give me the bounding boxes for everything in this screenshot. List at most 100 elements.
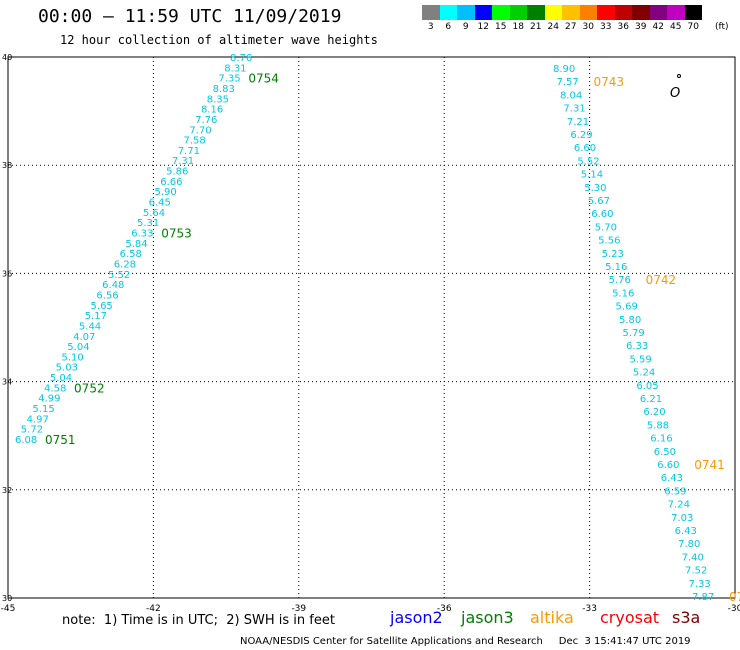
- wave-height-value: 5.52: [108, 270, 130, 281]
- wave-height-value: 4.58: [44, 383, 66, 394]
- island-outline: O: [670, 86, 680, 101]
- wave-height-value: 8.76: [230, 53, 252, 64]
- scale-swatch: [474, 5, 492, 20]
- scale-swatch: [667, 5, 685, 20]
- latitude-tick-label: 40: [2, 53, 12, 62]
- wave-height-value: 5.67: [588, 196, 610, 207]
- wave-height-value: 5.69: [616, 302, 638, 313]
- wave-height-value: 7.31: [172, 156, 194, 167]
- wave-height-value: 5.79: [623, 328, 645, 339]
- longitude-tick-label: -45: [1, 604, 16, 614]
- wave-height-value: 7.52: [685, 566, 707, 577]
- latitude-tick-label: 32: [2, 486, 12, 495]
- scale-label: 18: [512, 22, 524, 32]
- wave-height-value: 5.15: [32, 404, 54, 415]
- wave-height-value: 6.45: [149, 198, 171, 209]
- wave-height-value: 4.97: [27, 414, 49, 425]
- wave-height-value: 7.57: [556, 77, 578, 88]
- credit-line: NOAA/NESDIS Center for Satellite Applica…: [240, 636, 691, 647]
- wave-height-value: 5.90: [154, 187, 176, 198]
- scale-label: 27: [565, 22, 577, 32]
- wave-height-value: 5.30: [584, 183, 606, 194]
- latitude-tick-label: 34: [2, 378, 12, 387]
- wave-height-value: 8.16: [201, 105, 223, 116]
- latitude-tick-label: 38: [2, 161, 12, 170]
- wave-height-value: 5.76: [609, 275, 631, 286]
- wave-height-value: 6.05: [636, 381, 658, 392]
- latitude-tick-label: 30: [2, 594, 12, 603]
- wave-height-value: 6.28: [114, 259, 136, 270]
- wave-height-value: 5.56: [598, 236, 620, 247]
- scale-label: 39: [635, 22, 647, 32]
- scale-swatch: [597, 5, 615, 20]
- wave-height-value: 4.99: [38, 394, 60, 405]
- wave-height-value: 8.31: [224, 63, 246, 74]
- wave-height-value: 8.90: [553, 64, 575, 75]
- wave-height-value: 6.60: [574, 143, 596, 154]
- wave-height-value: 4.07: [73, 332, 95, 343]
- pass-time-label: 0753: [161, 227, 192, 241]
- wave-height-value: 6.33: [131, 229, 153, 240]
- satellite-legend-altika: altika: [530, 608, 574, 627]
- pass-time-label: 0751: [45, 433, 76, 447]
- wave-height-value: 5.84: [125, 239, 147, 250]
- scale-swatch: [509, 5, 527, 20]
- scale-label: 6: [445, 22, 452, 32]
- scale-swatch: [422, 5, 440, 20]
- wave-height-value: 7.24: [668, 500, 690, 511]
- scale-label: 21: [530, 22, 542, 32]
- wave-height-value: 6.48: [102, 280, 124, 291]
- footer-note: note: 1) Time is in UTC; 2) SWH is in fe…: [62, 613, 335, 628]
- color-scale: [422, 5, 702, 20]
- pass-time-label: 0752: [74, 381, 105, 395]
- map-frame: [7, 56, 736, 599]
- wave-height-value: 7.71: [178, 146, 200, 157]
- wave-height-value: 5.88: [647, 420, 669, 431]
- longitude-tick-label: -42: [146, 604, 161, 614]
- wave-height-value: 6.60: [591, 209, 613, 220]
- scale-swatch: [684, 5, 702, 20]
- pass-time-label: 0741: [694, 458, 725, 472]
- wave-height-value: 5.64: [143, 208, 165, 219]
- wave-height-value: 5.52: [577, 156, 599, 167]
- scale-swatch: [457, 5, 475, 20]
- wave-height-value: 6.43: [675, 526, 697, 537]
- wave-height-value: 7.58: [184, 136, 206, 147]
- wave-height-value: 5.65: [91, 301, 113, 312]
- wave-height-value: 7.31: [563, 104, 585, 115]
- wave-height-value: 5.70: [595, 222, 617, 233]
- scale-label: 30: [582, 22, 594, 32]
- map-subtitle: 12 hour collection of altimeter wave hei…: [60, 33, 378, 47]
- scale-swatch: [649, 5, 667, 20]
- wave-height-value: 8.04: [560, 90, 582, 101]
- scale-label: 33: [600, 22, 612, 32]
- wave-height-value: 5.59: [629, 354, 651, 365]
- wave-height-value: 5.17: [85, 311, 107, 322]
- wave-height-value: 7.33: [689, 579, 711, 590]
- wave-height-value: 6.59: [664, 486, 686, 497]
- pass-time-label: 0754: [248, 72, 279, 86]
- wave-height-value: 7.87: [692, 592, 714, 603]
- latitude-tick-label: 36: [2, 269, 12, 278]
- scale-label: 42: [652, 22, 664, 32]
- scale-swatch: [579, 5, 597, 20]
- wave-height-value: 5.14: [581, 170, 603, 181]
- wave-height-value: 7.21: [567, 117, 589, 128]
- wave-height-value: 6.60: [657, 460, 679, 471]
- map-title: 00:00 – 11:59 UTC 11/09/2019: [38, 6, 342, 27]
- wave-height-value: 8.35: [207, 94, 229, 105]
- color-scale-unit: (ft): [715, 22, 729, 32]
- wave-height-value: 7.03: [671, 513, 693, 524]
- wave-height-value: 6.58: [120, 249, 142, 260]
- wave-height-value: 5.16: [605, 262, 627, 273]
- longitude-tick-label: -39: [291, 604, 306, 614]
- wave-height-value: 7.80: [678, 539, 700, 550]
- wave-height-value: 7.35: [218, 74, 240, 85]
- scale-swatch: [439, 5, 457, 20]
- longitude-tick-label: -33: [582, 604, 597, 614]
- wave-height-value: 6.33: [626, 341, 648, 352]
- scale-swatch: [544, 5, 562, 20]
- wave-height-value: 6.50: [654, 447, 676, 458]
- scale-label: 70: [687, 22, 699, 32]
- wave-height-value: 6.20: [643, 407, 665, 418]
